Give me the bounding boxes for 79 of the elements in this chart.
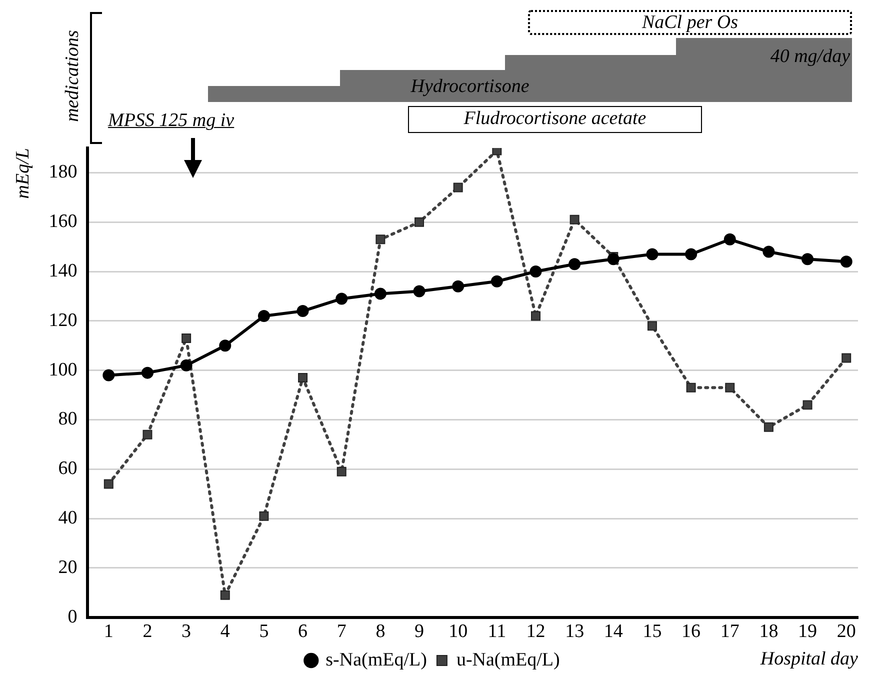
point <box>530 266 542 278</box>
x-tick-label: 6 <box>298 620 308 642</box>
point <box>764 422 774 432</box>
legend-label: s-Na(mEq/L) <box>326 649 427 670</box>
point <box>840 256 852 268</box>
x-tick-label: 15 <box>642 620 662 642</box>
point <box>141 366 154 379</box>
point <box>490 275 503 288</box>
x-tick-label: 2 <box>142 620 152 642</box>
x-tick-label: 11 <box>488 620 506 642</box>
point <box>104 479 114 489</box>
x-tick-label: 1 <box>104 620 114 642</box>
point <box>725 382 735 392</box>
y-tick-label: 120 <box>48 310 78 331</box>
x-tick-label: 10 <box>448 620 468 642</box>
point <box>531 311 540 321</box>
x-tick-label: 19 <box>798 620 818 642</box>
point <box>336 292 348 305</box>
x-tick-label: 17 <box>720 620 740 642</box>
point <box>142 430 152 440</box>
y-tick-label: 40 <box>58 508 78 529</box>
text: Fludrocortisone acetate <box>464 108 646 130</box>
point <box>842 353 852 363</box>
point <box>685 248 698 260</box>
x-tick-label: 8 <box>376 620 386 642</box>
point <box>570 214 580 224</box>
text: 40 mg/day <box>770 46 850 68</box>
point <box>802 400 812 410</box>
point <box>259 511 269 521</box>
point <box>492 148 502 156</box>
x-tick-label: 13 <box>565 620 584 642</box>
x-tick-label: 3 <box>182 620 192 642</box>
x-tick-label: 16 <box>682 620 701 642</box>
point <box>413 285 426 298</box>
y-tick-label: 100 <box>48 359 78 380</box>
point <box>724 233 736 246</box>
y-tick-label: 160 <box>48 211 78 232</box>
point <box>568 258 581 270</box>
text: MPSS 125 mg iv <box>108 110 234 132</box>
legend-label: u-Na(mEq/L) <box>456 649 560 670</box>
point <box>646 248 658 260</box>
point <box>182 333 192 343</box>
point <box>298 373 308 382</box>
point <box>219 340 232 352</box>
y-tick-label: 180 <box>48 162 78 183</box>
point <box>220 590 230 600</box>
x-tick-label: 20 <box>836 620 856 642</box>
point <box>336 466 346 476</box>
x-tick-label: 14 <box>604 620 624 642</box>
x-tick-label: 5 <box>259 620 269 642</box>
text: NaCl per Os <box>642 12 738 34</box>
point <box>258 310 270 322</box>
point <box>686 382 696 392</box>
point <box>762 246 775 258</box>
point <box>607 253 620 266</box>
x-tick-label: 12 <box>526 620 546 642</box>
point <box>102 369 115 382</box>
x-tick-label: 7 <box>336 620 346 642</box>
y-tick-label: 60 <box>58 458 78 480</box>
x-tick-label: 4 <box>220 620 230 642</box>
y-tick-label: 0 <box>68 606 78 628</box>
x-axis-title: Hospital day <box>759 648 859 670</box>
y-tick-label: 80 <box>58 408 78 430</box>
text: medications <box>62 30 84 122</box>
point <box>374 288 386 300</box>
point <box>452 280 464 292</box>
point <box>180 359 192 372</box>
y-axis-title: mEq/L <box>12 148 34 199</box>
point <box>376 234 386 244</box>
text: Hydrocortisone <box>410 76 530 98</box>
y-tick-label: 20 <box>58 556 78 578</box>
point <box>802 253 814 266</box>
point <box>414 217 424 227</box>
x-tick-label: 9 <box>414 620 424 642</box>
point <box>647 321 657 331</box>
x-tick-label: 18 <box>759 620 778 642</box>
point <box>296 305 309 318</box>
point <box>453 182 463 192</box>
y-tick-label: 140 <box>48 260 78 282</box>
